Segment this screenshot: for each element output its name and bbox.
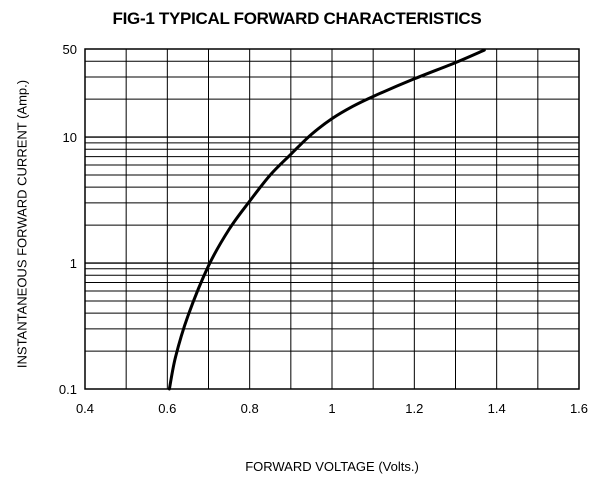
y-tick-label: 1 bbox=[70, 256, 77, 271]
chart-title: FIG-1 TYPICAL FORWARD CHARACTERISTICS bbox=[112, 9, 482, 28]
x-tick-label: 1.4 bbox=[488, 401, 506, 416]
x-tick-label: 0.8 bbox=[241, 401, 259, 416]
x-axis-label: FORWARD VOLTAGE (Volts.) bbox=[245, 459, 419, 474]
series-line bbox=[167, 48, 486, 391]
x-tick-label: 0.4 bbox=[76, 401, 94, 416]
tick-labels: 0.4 0.6 0.8 1 1.2 1.4 1.6 0.1 1 10 50 bbox=[59, 42, 588, 416]
x-tick-label: 0.6 bbox=[158, 401, 176, 416]
grid-lines bbox=[85, 49, 579, 389]
y-axis-label: INSTANTANEOUS FORWARD CURRENT (Amp.) bbox=[14, 79, 30, 369]
x-tick-label: 1.6 bbox=[570, 401, 588, 416]
x-tick-label: 1.2 bbox=[405, 401, 423, 416]
y-tick-label: 0.1 bbox=[59, 382, 77, 397]
plot-frame bbox=[84, 48, 580, 390]
y-tick-label: 10 bbox=[63, 130, 77, 145]
series-layer bbox=[167, 48, 486, 391]
x-tick-label: 1 bbox=[328, 401, 335, 416]
y-tick-label: 50 bbox=[63, 42, 77, 57]
